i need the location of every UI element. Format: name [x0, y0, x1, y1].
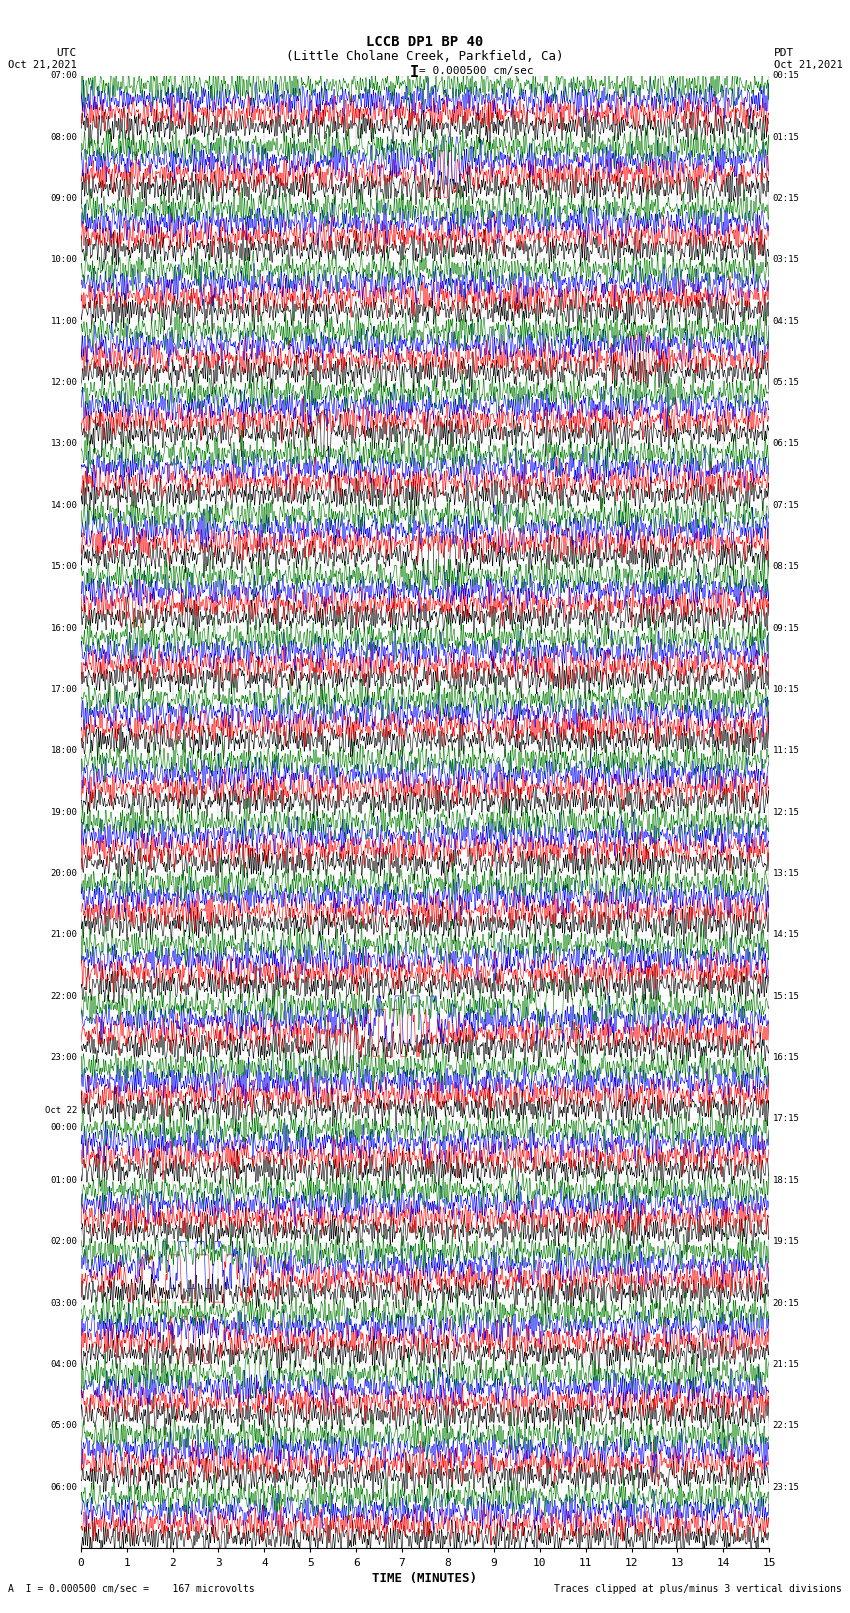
Text: 07:00: 07:00 [50, 71, 77, 81]
Text: 14:00: 14:00 [50, 502, 77, 510]
X-axis label: TIME (MINUTES): TIME (MINUTES) [372, 1571, 478, 1584]
Text: 08:15: 08:15 [773, 563, 800, 571]
Text: Oct 21,2021: Oct 21,2021 [774, 60, 842, 69]
Text: 02:15: 02:15 [773, 194, 800, 203]
Text: 18:15: 18:15 [773, 1176, 800, 1186]
Text: 19:00: 19:00 [50, 808, 77, 816]
Text: 16:15: 16:15 [773, 1053, 800, 1061]
Text: 18:00: 18:00 [50, 747, 77, 755]
Text: 00:00: 00:00 [50, 1123, 77, 1132]
Text: 10:00: 10:00 [50, 255, 77, 265]
Text: UTC: UTC [56, 48, 76, 58]
Text: 04:00: 04:00 [50, 1360, 77, 1369]
Text: 11:15: 11:15 [773, 747, 800, 755]
Text: 05:00: 05:00 [50, 1421, 77, 1431]
Text: 03:15: 03:15 [773, 255, 800, 265]
Text: 14:15: 14:15 [773, 931, 800, 939]
Text: 19:15: 19:15 [773, 1237, 800, 1247]
Text: PDT: PDT [774, 48, 794, 58]
Text: 20:00: 20:00 [50, 869, 77, 877]
Text: 12:00: 12:00 [50, 377, 77, 387]
Text: 20:15: 20:15 [773, 1298, 800, 1308]
Text: 13:15: 13:15 [773, 869, 800, 877]
Text: 23:15: 23:15 [773, 1482, 800, 1492]
Text: 01:00: 01:00 [50, 1176, 77, 1186]
Text: 21:00: 21:00 [50, 931, 77, 939]
Text: 08:00: 08:00 [50, 132, 77, 142]
Text: A  I = 0.000500 cm/sec =    167 microvolts: A I = 0.000500 cm/sec = 167 microvolts [8, 1584, 255, 1594]
Text: 21:15: 21:15 [773, 1360, 800, 1369]
Text: 11:00: 11:00 [50, 316, 77, 326]
Text: I: I [411, 65, 419, 79]
Text: 22:15: 22:15 [773, 1421, 800, 1431]
Text: LCCB DP1 BP 40: LCCB DP1 BP 40 [366, 35, 484, 50]
Text: 17:15: 17:15 [773, 1115, 800, 1123]
Text: 16:00: 16:00 [50, 624, 77, 632]
Text: 10:15: 10:15 [773, 686, 800, 694]
Text: 22:00: 22:00 [50, 992, 77, 1000]
Text: 09:00: 09:00 [50, 194, 77, 203]
Text: = 0.000500 cm/sec: = 0.000500 cm/sec [419, 66, 534, 76]
Text: 13:00: 13:00 [50, 439, 77, 448]
Text: Traces clipped at plus/minus 3 vertical divisions: Traces clipped at plus/minus 3 vertical … [553, 1584, 842, 1594]
Text: 06:15: 06:15 [773, 439, 800, 448]
Text: 01:15: 01:15 [773, 132, 800, 142]
Text: 12:15: 12:15 [773, 808, 800, 816]
Text: 23:00: 23:00 [50, 1053, 77, 1061]
Text: (Little Cholane Creek, Parkfield, Ca): (Little Cholane Creek, Parkfield, Ca) [286, 50, 564, 63]
Text: 15:00: 15:00 [50, 563, 77, 571]
Text: 05:15: 05:15 [773, 377, 800, 387]
Text: 07:15: 07:15 [773, 502, 800, 510]
Text: Oct 21,2021: Oct 21,2021 [8, 60, 77, 69]
Text: 06:00: 06:00 [50, 1482, 77, 1492]
Text: 09:15: 09:15 [773, 624, 800, 632]
Text: 02:00: 02:00 [50, 1237, 77, 1247]
Text: 15:15: 15:15 [773, 992, 800, 1000]
Text: 03:00: 03:00 [50, 1298, 77, 1308]
Text: 04:15: 04:15 [773, 316, 800, 326]
Text: Oct 22: Oct 22 [45, 1105, 77, 1115]
Text: 17:00: 17:00 [50, 686, 77, 694]
Text: 00:15: 00:15 [773, 71, 800, 81]
